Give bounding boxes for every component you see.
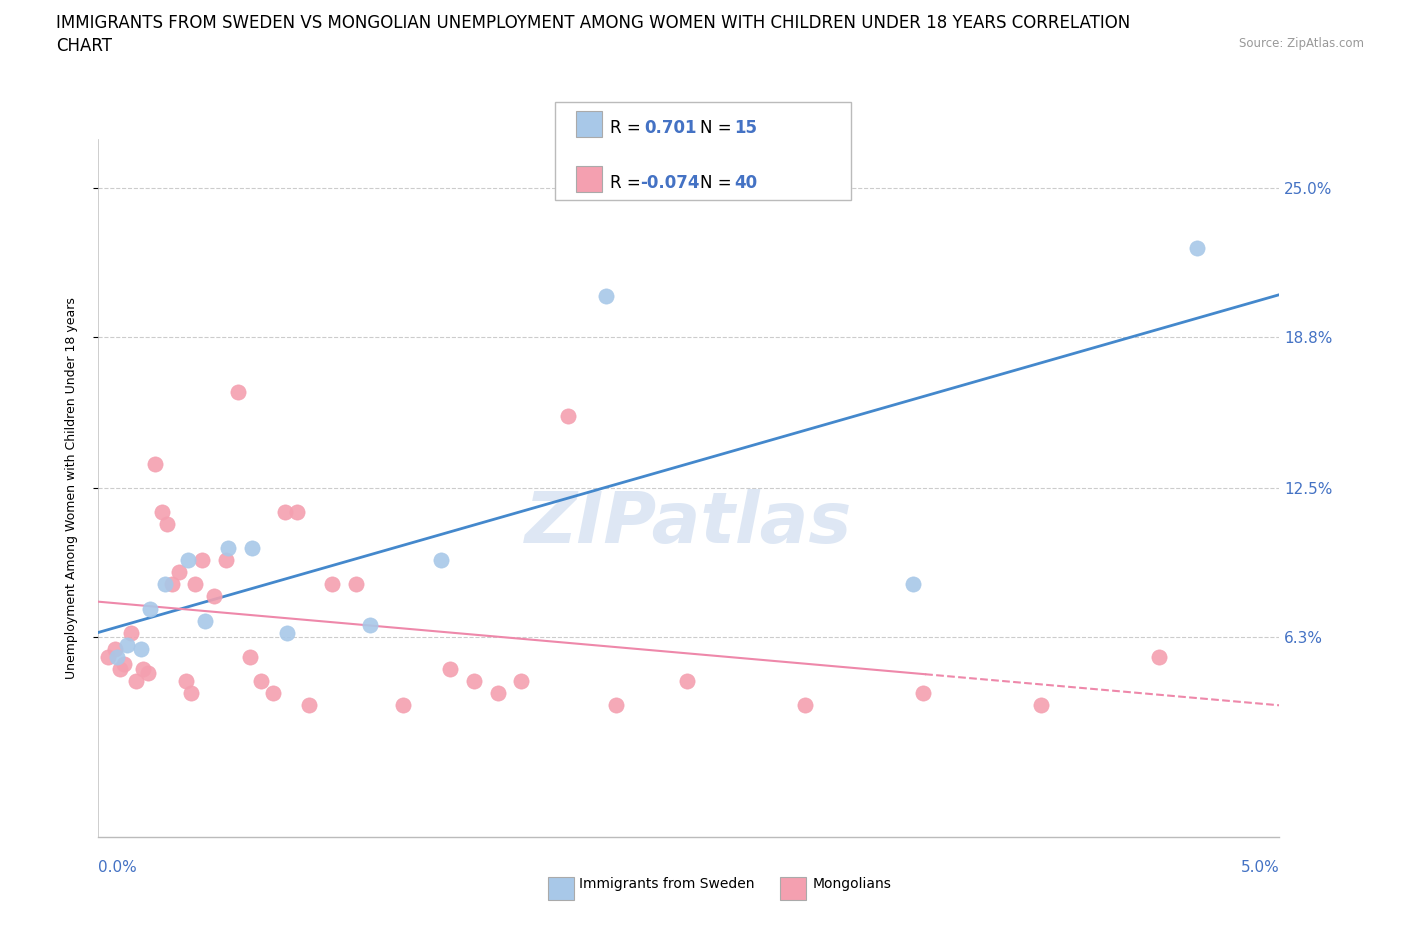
Point <box>112 657 135 671</box>
Text: Mongolians: Mongolians <box>813 877 891 891</box>
Point <box>486 685 509 700</box>
Point <box>202 589 225 604</box>
Point <box>215 553 238 568</box>
Point <box>262 685 284 700</box>
Text: 15: 15 <box>734 119 756 137</box>
Point <box>392 698 415 712</box>
Point <box>143 457 166 472</box>
Point <box>156 517 179 532</box>
Point <box>344 577 367 591</box>
Point <box>217 541 239 556</box>
Point <box>125 673 148 688</box>
Point <box>240 541 263 556</box>
Point <box>184 577 207 591</box>
Point <box>139 601 162 616</box>
Point <box>557 408 579 423</box>
Point <box>121 625 143 640</box>
Text: -0.074: -0.074 <box>640 174 699 192</box>
Point <box>174 673 197 688</box>
Text: 40: 40 <box>734 174 756 192</box>
Text: R =: R = <box>610 174 641 192</box>
Point <box>160 577 183 591</box>
Point <box>177 553 200 568</box>
Point <box>180 685 202 700</box>
Point <box>105 649 128 664</box>
Point <box>903 577 925 591</box>
Point <box>463 673 485 688</box>
Text: ZIPatlas: ZIPatlas <box>526 488 852 558</box>
Point <box>285 505 308 520</box>
Point <box>104 642 127 657</box>
Point <box>276 625 298 640</box>
Point <box>911 685 934 700</box>
Point <box>150 505 173 520</box>
Point <box>605 698 627 712</box>
Text: 0.701: 0.701 <box>644 119 696 137</box>
Point <box>167 565 190 580</box>
Point <box>191 553 214 568</box>
Point <box>1147 649 1170 664</box>
Text: N =: N = <box>700 119 731 137</box>
Text: 5.0%: 5.0% <box>1240 860 1279 875</box>
Point <box>430 553 453 568</box>
Point <box>793 698 815 712</box>
Point <box>239 649 262 664</box>
Point <box>510 673 533 688</box>
Point <box>108 661 131 676</box>
Point <box>298 698 321 712</box>
Point <box>132 661 155 676</box>
Point <box>675 673 697 688</box>
Point <box>359 618 381 632</box>
Text: Immigrants from Sweden: Immigrants from Sweden <box>579 877 755 891</box>
Point <box>439 661 461 676</box>
Point <box>595 288 617 303</box>
Point <box>115 637 138 652</box>
Point <box>1029 698 1052 712</box>
Point <box>321 577 343 591</box>
Point <box>274 505 297 520</box>
Text: CHART: CHART <box>56 37 112 55</box>
Text: N =: N = <box>700 174 731 192</box>
Point <box>97 649 120 664</box>
Text: IMMIGRANTS FROM SWEDEN VS MONGOLIAN UNEMPLOYMENT AMONG WOMEN WITH CHILDREN UNDER: IMMIGRANTS FROM SWEDEN VS MONGOLIAN UNEM… <box>56 14 1130 32</box>
Text: 0.0%: 0.0% <box>98 860 138 875</box>
Text: Source: ZipAtlas.com: Source: ZipAtlas.com <box>1239 37 1364 50</box>
Y-axis label: Unemployment Among Women with Children Under 18 years: Unemployment Among Women with Children U… <box>65 298 77 679</box>
Point <box>129 642 152 657</box>
Text: R =: R = <box>610 119 641 137</box>
Point <box>250 673 273 688</box>
Point <box>194 613 217 628</box>
Point <box>136 666 159 681</box>
Point <box>226 385 249 400</box>
Point <box>153 577 176 591</box>
Point <box>1185 240 1208 255</box>
